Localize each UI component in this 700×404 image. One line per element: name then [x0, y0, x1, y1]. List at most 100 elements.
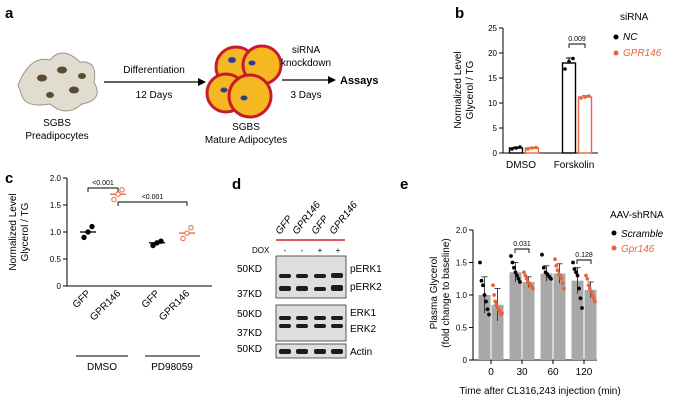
- chart-c-y-tick-label-0: 0: [57, 282, 62, 291]
- chart-e-bar-Scramble-2: [540, 273, 553, 360]
- band-label-perk1: pERK1: [350, 264, 382, 275]
- chart-c-point-0-2-0: [150, 242, 156, 249]
- lane-label-4: GPR146: [328, 200, 361, 237]
- band-label-actin: Actin: [350, 347, 372, 358]
- chart-e-bar-Scramble-0: [478, 295, 491, 360]
- chart-e-y-label-line1: Plasma Glycerol: [429, 257, 440, 330]
- preadipocytes-label-line1: SGBS: [43, 118, 71, 129]
- chart-e-x-label-2: 60: [547, 367, 559, 378]
- chart-c-y-tick-label-4: 2.0: [50, 174, 62, 183]
- western-blot-panel: GFP GPR146 GFP GPR146 DOX - - + + 50KD 3…: [237, 200, 382, 359]
- chart-e-point-Scramble-1-0: [509, 254, 513, 258]
- chart-e-bar-Gpr146-2: [553, 273, 566, 360]
- blot-actin: [275, 343, 347, 359]
- legend-b-gpr146-marker: [613, 50, 619, 56]
- chart-e-point-Gpr146-3-3: [587, 286, 592, 291]
- chart-e-point-Scramble-0-4: [484, 299, 488, 304]
- chart-c-y-tick-label-1: 0.5: [50, 255, 62, 264]
- chart-c-2-bracket: [117, 201, 188, 206]
- chart-e-bar-Scramble-3: [571, 280, 584, 360]
- panel-label-b: b: [455, 5, 464, 22]
- chart-e-bar-Gpr146-0: [491, 304, 504, 360]
- chart-e-point-Scramble-2-0: [540, 252, 544, 257]
- chart-c-2-pvalue: <0.001: [142, 194, 164, 201]
- chart-c-point-0-0-2: [89, 223, 95, 230]
- preadipocytes-illustration: [17, 52, 98, 112]
- chart-c-point-1-3-1: [184, 230, 190, 236]
- band-label-erk2: ERK2: [350, 324, 377, 335]
- panel-label-e: e: [400, 176, 408, 193]
- chart-e-point-Scramble-3-2: [574, 270, 578, 275]
- chart-c-x-label-0: GFP: [71, 288, 94, 311]
- chart-e-point-Scramble-0-5: [485, 307, 490, 312]
- chart-e-point-Gpr146-3-6: [591, 296, 596, 301]
- chart-e-point-Gpr146-2-6: [560, 281, 565, 286]
- chart-e-x-axis-title: Time after CL316,243 injection (min): [459, 386, 620, 397]
- chart-c-point-1-3-2: [188, 224, 194, 231]
- chart-e-pvalue: 0.031: [513, 241, 531, 248]
- chart-b-y-label-line1: Normalized Level: [453, 51, 464, 128]
- chart-e-point-Scramble-0-6: [487, 312, 491, 317]
- chart-b-y-tick-label-4: 20: [488, 49, 497, 58]
- mature-label-line2: Mature Adipocytes: [205, 135, 287, 146]
- legend-e-gpr146-marker: [611, 245, 617, 251]
- chart-b-y-tick-label-5: 25: [488, 24, 497, 33]
- chart-c-y-label-line1: Normalized Level: [8, 193, 19, 270]
- chart-c-pvalue: <0.001: [92, 180, 114, 187]
- legend-e-title: AAV-shRNA: [610, 210, 664, 221]
- legend-b-title: siRNA: [620, 12, 649, 23]
- legend-b-gpr146: GPR146: [623, 48, 662, 59]
- chart-e-point-Gpr146-2-2: [555, 268, 560, 273]
- chart-e-y-tick-label-1: 0.5: [456, 324, 468, 333]
- chart-e-point-Gpr146-2-5: [559, 276, 564, 281]
- preadipocytes-label-line2: Preadipocytes: [25, 131, 88, 142]
- dox-label: DOX: [252, 246, 270, 255]
- chart-e-point-Scramble-1-6: [518, 280, 522, 284]
- chart-b-point-GPR146-0-1: [530, 146, 534, 150]
- chart-b-point-GPR146-1-0: [579, 96, 583, 100]
- chart-e-point-Scramble-3-0: [571, 260, 575, 265]
- chart-b-y-tick-label-2: 10: [488, 99, 497, 108]
- chart-b-point-NC-0-0: [510, 147, 514, 151]
- chart-b-bar-GPR146-1: [577, 96, 593, 154]
- differentiation-label: Differentiation: [123, 65, 185, 76]
- legend-e-scramble-marker: [611, 230, 617, 236]
- chart-e-point-Gpr146-0-8: [500, 311, 504, 316]
- chart-e-point-Scramble-1-5: [516, 276, 521, 281]
- band-label-erk1: ERK1: [350, 308, 377, 319]
- chart-b-pvalue: 0.009: [568, 36, 586, 43]
- mature-adipocytes-illustration: [205, 44, 283, 119]
- chart-e-point-Gpr146-1-7: [531, 286, 535, 291]
- marker-50kd-2: 50KD: [237, 309, 262, 320]
- chart-b-bracket: [568, 43, 586, 48]
- chart-e-bar-Gpr146-1: [522, 282, 535, 360]
- chart-c-y-tick-label-3: 1.5: [50, 201, 62, 210]
- chart-b-x-label-1: Forskolin: [554, 160, 595, 171]
- chart-e-point-Gpr146-3-5: [590, 293, 595, 297]
- chart-b-y-label-line2: Glycerol / TG: [465, 60, 476, 119]
- legend-e-gpr146: Gpr146: [621, 244, 655, 255]
- knockdown-arrowhead: [328, 76, 336, 84]
- chart-c-x-label-3: GPR146: [157, 288, 192, 323]
- chart-b-point-GPR146-0-0: [526, 147, 530, 151]
- chart-b: 0 5 10 15 20 25 Normalized Level Glycerol / TG D…: [453, 24, 598, 171]
- chart-c-bracket: [87, 187, 119, 192]
- chart-c: 0 0.5 1.0 1.5 2.0 Normalized Level Glycerol / …: [8, 174, 212, 373]
- chart-e-point-Gpr146-2-4: [558, 273, 563, 278]
- dox-lane-1: -: [284, 246, 287, 255]
- chart-e-bracket: [514, 248, 530, 253]
- chart-c-point-0-0-1: [85, 229, 91, 235]
- chart-e-point-Gpr146-1-2: [524, 276, 529, 281]
- chart-b-x-label-0: DMSO: [506, 160, 536, 171]
- chart-e-point-Gpr146-0-2: [493, 299, 498, 304]
- chart-e-point-Scramble-1-4: [515, 273, 519, 278]
- chart-e-bar-Scramble-1: [509, 272, 522, 360]
- chart-b-point-GPR146-1-1: [583, 95, 587, 99]
- marker-50kd-3: 50KD: [237, 344, 262, 355]
- chart-e-x-label-3: 120: [576, 367, 593, 378]
- chart-c-point-0-0-0: [81, 234, 87, 241]
- legend-b-nc-marker: [613, 34, 619, 40]
- assays-label: Assays: [340, 75, 379, 87]
- dox-lane-3: +: [318, 246, 323, 255]
- chart-e-point-Gpr146-1-1: [523, 273, 528, 278]
